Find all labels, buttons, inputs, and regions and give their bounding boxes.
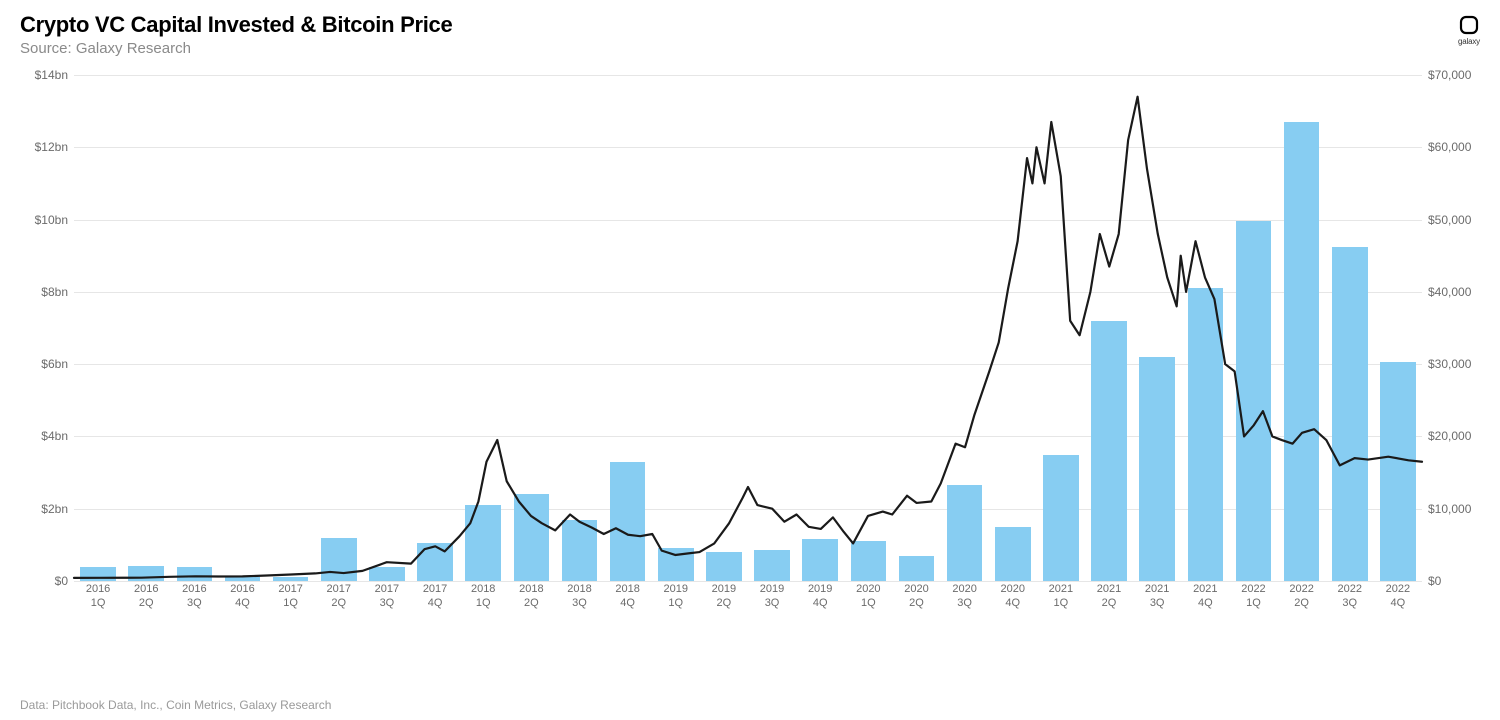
btc-line-series — [74, 75, 1422, 581]
x-tick-label: 20172Q — [315, 583, 363, 623]
x-tick-label: 20211Q — [1037, 583, 1085, 623]
x-tick-label: 20183Q — [555, 583, 603, 623]
x-tick-label: 20213Q — [1133, 583, 1181, 623]
x-tick-label: 20214Q — [1181, 583, 1229, 623]
btc-price-line — [74, 97, 1422, 578]
x-tick-label: 20182Q — [507, 583, 555, 623]
chart-subtitle: Source: Galaxy Research — [20, 40, 1480, 57]
x-tick-label: 20202Q — [892, 583, 940, 623]
x-tick-label: 20161Q — [74, 583, 122, 623]
x-tick-label: 20174Q — [411, 583, 459, 623]
x-tick-label: 20192Q — [700, 583, 748, 623]
galaxy-logo-text: galaxy — [1458, 37, 1480, 46]
y-left-tick-label: $2bn — [41, 502, 74, 516]
chart-title: Crypto VC Capital Invested & Bitcoin Pri… — [20, 12, 1480, 38]
x-tick-label: 20171Q — [267, 583, 315, 623]
chart-header: Crypto VC Capital Invested & Bitcoin Pri… — [20, 12, 1480, 57]
x-tick-label: 20181Q — [459, 583, 507, 623]
x-tick-label: 20201Q — [844, 583, 892, 623]
chart-area: $0 $0 $2bn $10,000 $4bn $20,000 $6bn $30,000 $8b… — [20, 75, 1480, 645]
y-left-tick-label: $14bn — [35, 68, 74, 82]
y-left-tick-label: $0 — [55, 574, 74, 588]
grid-line — [74, 581, 1422, 582]
x-tick-label: 20164Q — [218, 583, 266, 623]
galaxy-logo: galaxy — [1458, 14, 1480, 46]
y-right-tick-label: $50,000 — [1422, 213, 1471, 227]
x-tick-label: 20221Q — [1229, 583, 1277, 623]
x-tick-label: 20194Q — [796, 583, 844, 623]
x-tick-label: 20184Q — [604, 583, 652, 623]
y-left-tick-label: $4bn — [41, 429, 74, 443]
y-left-tick-label: $8bn — [41, 285, 74, 299]
y-left-tick-label: $12bn — [35, 140, 74, 154]
y-right-tick-label: $70,000 — [1422, 68, 1471, 82]
y-right-tick-label: $0 — [1422, 574, 1441, 588]
x-tick-label: 20163Q — [170, 583, 218, 623]
x-tick-label: 20191Q — [652, 583, 700, 623]
x-tick-label: 20162Q — [122, 583, 170, 623]
x-tick-label: 20203Q — [941, 583, 989, 623]
y-left-tick-label: $6bn — [41, 357, 74, 371]
x-tick-label: 20173Q — [363, 583, 411, 623]
y-right-tick-label: $60,000 — [1422, 140, 1471, 154]
x-tick-label: 20212Q — [1085, 583, 1133, 623]
y-right-tick-label: $40,000 — [1422, 285, 1471, 299]
x-tick-label: 20223Q — [1326, 583, 1374, 623]
galaxy-logo-icon — [1458, 14, 1480, 36]
plot-region: $0$0$2bn$10,000$4bn$20,000$6bn$30,000$8b… — [74, 75, 1422, 581]
y-right-tick-label: $30,000 — [1422, 357, 1471, 371]
x-tick-label: 20222Q — [1278, 583, 1326, 623]
x-tick-label: 20224Q — [1374, 583, 1422, 623]
y-right-tick-label: $20,000 — [1422, 429, 1471, 443]
x-axis-labels: 20161Q20162Q20163Q20164Q20171Q20172Q2017… — [74, 583, 1422, 623]
x-tick-label: 20204Q — [989, 583, 1037, 623]
y-left-tick-label: $10bn — [35, 213, 74, 227]
chart-footer: Data: Pitchbook Data, Inc., Coin Metrics… — [20, 698, 331, 712]
x-tick-label: 20193Q — [748, 583, 796, 623]
y-right-tick-label: $10,000 — [1422, 502, 1471, 516]
